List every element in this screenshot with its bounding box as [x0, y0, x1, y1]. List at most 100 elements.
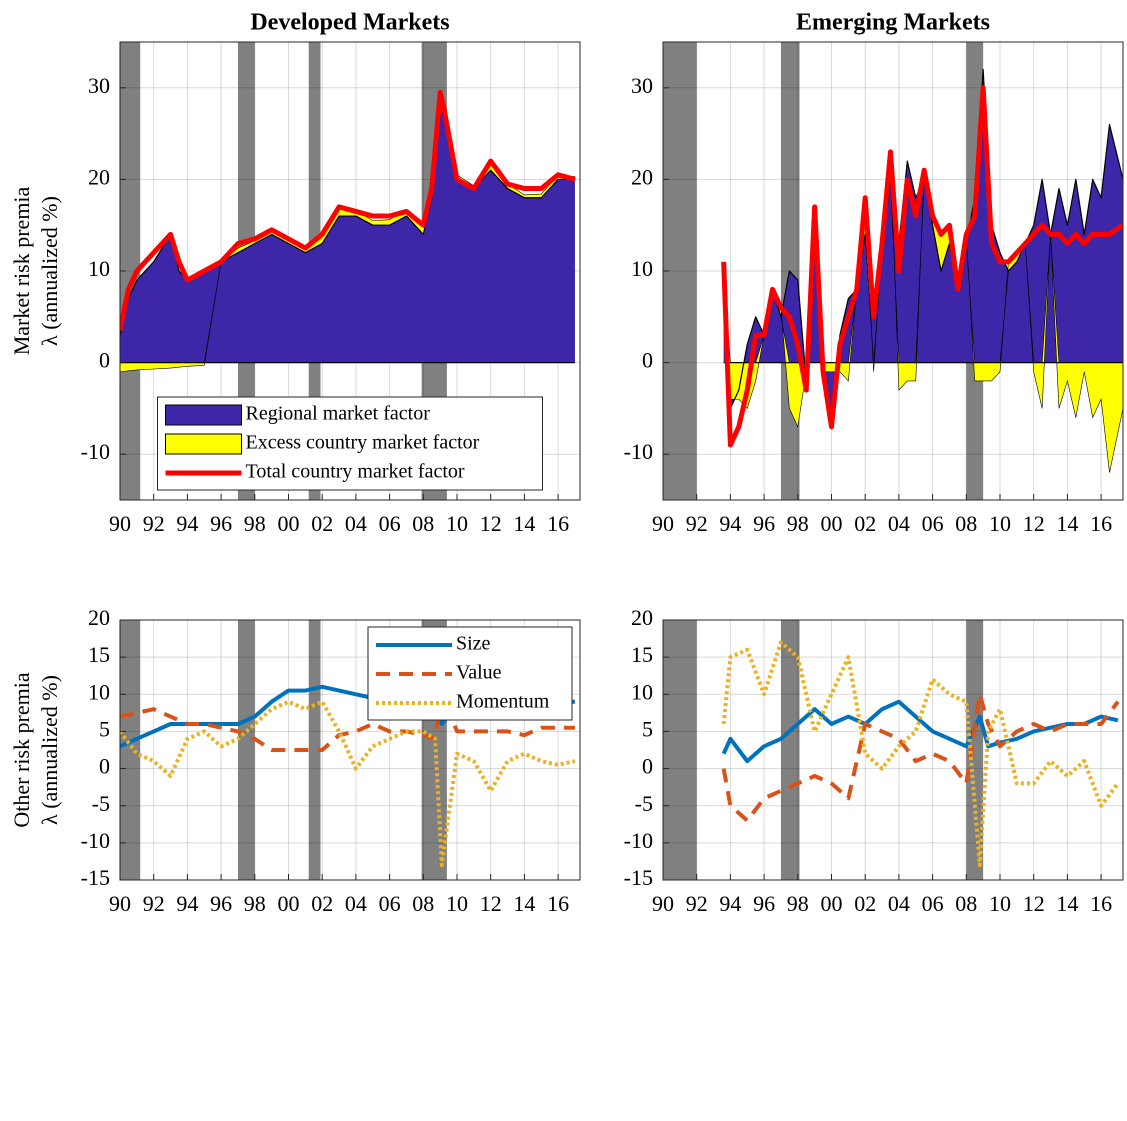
line [120, 692, 575, 752]
x-tick-label: 92 [143, 511, 165, 536]
y-tick-label: 30 [631, 73, 653, 98]
x-tick-label: 08 [412, 511, 434, 536]
x-tick-label: 94 [176, 891, 198, 916]
x-tick-label: 02 [854, 891, 876, 916]
x-tick-label: 90 [652, 511, 674, 536]
y-tick-label: 30 [88, 73, 110, 98]
x-tick-label: 04 [888, 511, 910, 536]
plot-content [663, 42, 1123, 500]
y-axis-label: Market risk premia [9, 186, 34, 355]
x-tick-label: 16 [547, 891, 569, 916]
x-tick-label: 96 [753, 511, 775, 536]
x-tick-label: 04 [345, 891, 367, 916]
y-tick-label: -15 [624, 865, 653, 890]
panel: -10 0 10 20 30 90 92 94 96 98 00 02 04 06 08 10 12 14 16 De… [9, 10, 581, 536]
y-tick-label: -10 [81, 828, 110, 853]
y-axis-label: λ (annualized %) [37, 196, 62, 346]
x-tick-label: 10 [989, 511, 1011, 536]
axes-box [662, 41, 1124, 501]
plot-background [663, 620, 1123, 880]
area [120, 106, 575, 363]
y-tick-label: -10 [624, 439, 653, 464]
x-tick-label: 06 [379, 511, 401, 536]
x-tick-label: 94 [719, 511, 741, 536]
x-tick-label: 06 [922, 511, 944, 536]
y-tick-label: 0 [99, 348, 110, 373]
x-tick-label: 96 [210, 891, 232, 916]
x-tick-label: 96 [753, 891, 775, 916]
line [721, 692, 1120, 823]
y-tick-label: 20 [631, 164, 653, 189]
legend-swatch [165, 433, 242, 455]
x-tick-label: 02 [311, 891, 333, 916]
x-tick-label: 12 [1023, 891, 1045, 916]
axes-box [119, 41, 581, 501]
x-tick-label: 08 [955, 511, 977, 536]
y-tick-label: 5 [642, 716, 653, 741]
legend-label: Value [456, 662, 502, 684]
plot-content [663, 620, 1123, 880]
y-tick-label: 15 [631, 642, 653, 667]
x-tick-label: 06 [379, 891, 401, 916]
recession-band [663, 620, 697, 880]
x-tick-label: 10 [446, 891, 468, 916]
x-tick-label: 90 [109, 891, 131, 916]
y-tick-label: 10 [631, 256, 653, 281]
x-tick-label: 14 [513, 511, 535, 536]
recession-band [120, 42, 141, 500]
legend: Regional market factor Excess country mar… [157, 396, 543, 491]
y-tick-label: -5 [92, 791, 110, 816]
panel-title: Developed Markets [250, 10, 449, 36]
axes-box [119, 619, 581, 881]
x-tick-label: 08 [955, 891, 977, 916]
panel: -10 0 10 20 30 90 92 94 96 98 00 02 04 06 08 10 12 14 16 Em… [624, 10, 1124, 536]
x-tick-label: 12 [480, 891, 502, 916]
x-tick-label: 04 [345, 511, 367, 536]
legend: Size Value Momentum [367, 626, 573, 721]
panel-title: Emerging Markets [796, 10, 990, 36]
panel: -15 -10 -5 0 5 10 15 20 90 92 94 96 98 00 02 04 06 08 10 12… [624, 605, 1124, 916]
x-tick-label: 98 [787, 511, 809, 536]
panel: -15 -10 -5 0 5 10 15 20 90 92 94 96 98 00 02 04 06 08 10 12… [9, 605, 581, 916]
x-tick-label: 08 [412, 891, 434, 916]
legend-label: Excess country market factor [246, 432, 480, 454]
x-tick-label: 12 [480, 511, 502, 536]
x-tick-label: 14 [1056, 891, 1078, 916]
line [721, 85, 1123, 448]
line [120, 699, 576, 868]
recession-band [308, 620, 321, 880]
y-tick-label: 20 [88, 164, 110, 189]
y-tick-label: -5 [635, 791, 653, 816]
x-tick-label: 90 [652, 891, 674, 916]
y-tick-label: 10 [88, 679, 110, 704]
x-tick-label: 16 [1090, 891, 1112, 916]
legend-label: Total country market factor [246, 461, 465, 483]
area [723, 69, 1123, 418]
x-tick-label: 94 [176, 511, 198, 536]
line [721, 640, 1120, 868]
y-tick-label: 20 [88, 605, 110, 630]
line [721, 699, 1119, 764]
y-tick-label: 20 [631, 605, 653, 630]
y-tick-label: 0 [642, 754, 653, 779]
x-tick-label: 00 [277, 511, 299, 536]
x-tick-label: 16 [547, 511, 569, 536]
y-tick-label: 15 [88, 642, 110, 667]
plot-content [120, 42, 580, 500]
x-tick-label: 00 [820, 891, 842, 916]
axes-box [662, 619, 1124, 881]
x-tick-label: 04 [888, 891, 910, 916]
y-tick-label: -15 [81, 865, 110, 890]
y-tick-label: -10 [624, 828, 653, 853]
legend-label: Regional market factor [246, 403, 431, 425]
x-tick-label: 92 [686, 511, 708, 536]
x-tick-label: 00 [277, 891, 299, 916]
y-tick-label: 5 [99, 716, 110, 741]
x-tick-label: 90 [109, 511, 131, 536]
x-tick-label: 16 [1090, 511, 1112, 536]
recession-band [780, 620, 800, 880]
legend-label: Momentum [456, 691, 550, 713]
x-tick-label: 14 [1056, 511, 1078, 536]
x-tick-label: 10 [989, 891, 1011, 916]
x-tick-label: 00 [820, 511, 842, 536]
